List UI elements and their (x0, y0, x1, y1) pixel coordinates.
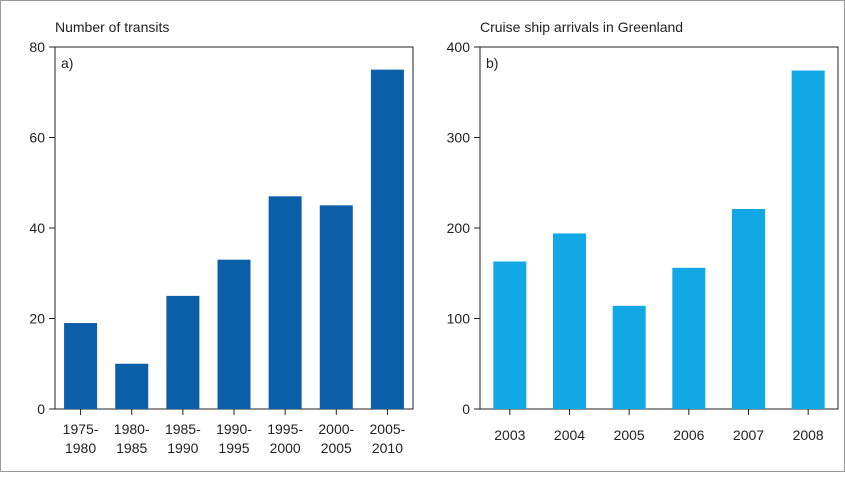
panel-a-bar (319, 205, 353, 409)
panel-a-x-tick-label: 1995 (218, 440, 249, 456)
panel-a-bar (217, 259, 251, 409)
panel-b-y-tick-label: 400 (447, 39, 471, 55)
panel-b-x-tick-label: 2008 (793, 427, 824, 443)
panel-b-y-tick-label: 100 (447, 311, 471, 327)
panel-a-y-tick-label: 20 (29, 311, 45, 327)
panel-a-bar (166, 295, 200, 409)
panel-a-label: a) (61, 55, 73, 71)
panel-a-x-tick-label: 1985- (165, 421, 201, 437)
panel-a-bar (370, 69, 404, 409)
panel-b-x-tick-label: 2005 (614, 427, 645, 443)
panel-b-title: Cruise ship arrivals in Greenland (480, 19, 683, 35)
panel-a-x-tick-label: 1990 (167, 440, 198, 456)
panel-b-x-tick-label: 2006 (673, 427, 704, 443)
panel-b-y-axis: 0 100 200 300 400 (447, 39, 480, 417)
panel-a-x-tick-label: 1985 (116, 440, 147, 456)
panel-a-x-tick-label: 1995- (267, 421, 303, 437)
panel-a-y-axis: 0 20 40 60 80 (29, 39, 55, 417)
panel-b-bar (553, 233, 586, 409)
panel-b-bar (672, 267, 706, 409)
panel-a-x-tick-label: 1975- (63, 421, 99, 437)
panel-a-y-tick-label: 60 (29, 130, 45, 146)
panel-b-x-tick-label: 2004 (554, 427, 585, 443)
panel-a-bars (64, 69, 404, 409)
panel-a-x-tick-label: 1990- (216, 421, 252, 437)
panel-a-bar (64, 323, 98, 409)
panel-b-y-tick-label: 0 (462, 401, 470, 417)
panel-a-x-tick-label: 1980- (114, 421, 150, 437)
panel-a-title: Number of transits (55, 19, 169, 35)
panel-a-x-tick-label: 2005 (321, 440, 352, 456)
panel-b-x-axis: 2003 2004 2005 2006 2007 2008 (494, 409, 824, 443)
panel-a-bar (268, 196, 302, 409)
panel-b-y-tick-label: 200 (447, 220, 471, 236)
panel-b-label: b) (486, 55, 498, 71)
panel-b-bar (612, 305, 646, 409)
panel-a-x-tick-label: 2010 (372, 440, 403, 456)
panel-a-x-tick-label: 2005- (370, 421, 406, 437)
panel-b-bar (493, 261, 527, 409)
panel-a-bar (115, 363, 149, 409)
panel-b-x-tick-label: 2003 (494, 427, 525, 443)
panel-a: Number of transits a) 0 20 40 60 80 1975- 198… (29, 19, 414, 456)
panel-a-x-tick-label: 1980 (65, 440, 96, 456)
panel-b-y-tick-label: 300 (447, 130, 471, 146)
panel-a-x-tick-label: 2000 (270, 440, 301, 456)
panel-b-x-tick-label: 2007 (733, 427, 764, 443)
panel-a-y-tick-label: 40 (29, 220, 45, 236)
panel-b: Cruise ship arrivals in Greenland b) 0 10… (447, 19, 839, 443)
panel-b-bar (732, 208, 765, 409)
panel-a-y-tick-label: 0 (37, 401, 45, 417)
panel-a-x-tick-label: 2000- (318, 421, 354, 437)
panel-a-x-axis: 1975- 1980 1980- 1985 1985- 1990 1990- 1995 1995… (63, 409, 406, 456)
panel-b-bars (493, 70, 825, 409)
panel-b-bar (791, 70, 825, 409)
panel-a-y-tick-label: 80 (29, 39, 45, 55)
